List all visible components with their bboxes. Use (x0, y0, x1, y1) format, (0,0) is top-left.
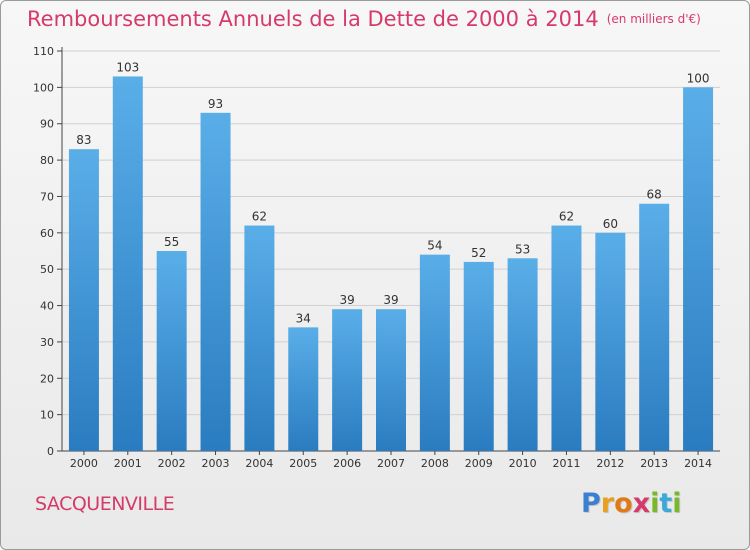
bar (200, 112, 231, 452)
data-label: 39 (383, 293, 398, 307)
bar (551, 225, 582, 451)
x-tick-label: 2011 (552, 457, 580, 470)
bar (419, 254, 450, 451)
data-label: 52 (471, 246, 486, 260)
x-tick-label: 2003 (202, 457, 230, 470)
y-tick-label: 80 (40, 154, 54, 167)
bar (683, 87, 714, 451)
x-tick-label: 2004 (245, 457, 273, 470)
data-label: 53 (515, 242, 530, 256)
data-label: 39 (339, 293, 354, 307)
y-tick-label: 0 (47, 445, 54, 458)
logo-letter: x (632, 488, 651, 519)
y-tick-label: 10 (40, 409, 54, 422)
x-tick-label: 2010 (509, 457, 537, 470)
data-label: 62 (252, 210, 267, 224)
bar (463, 261, 494, 451)
proxiti-logo: Proxiti (581, 488, 682, 519)
data-label: 100 (687, 71, 710, 85)
x-tick-label: 2002 (158, 457, 186, 470)
bar (639, 203, 670, 451)
logo-letter: o (614, 488, 633, 519)
x-tick-label: 2000 (70, 457, 98, 470)
chart-unit: (en milliers d'€) (606, 12, 701, 26)
x-tick-label: 2012 (596, 457, 624, 470)
bar (112, 76, 143, 452)
y-tick-label: 70 (40, 190, 54, 203)
logo-letter: i (650, 488, 660, 519)
logo-letter: r (600, 488, 615, 519)
y-tick-label: 90 (40, 118, 54, 131)
data-label: 93 (208, 97, 223, 111)
y-tick-label: 30 (40, 336, 54, 349)
x-tick-label: 2008 (421, 457, 449, 470)
bar (288, 327, 319, 451)
x-tick-label: 2006 (333, 457, 361, 470)
x-tick-label: 2007 (377, 457, 405, 470)
y-tick-label: 40 (40, 300, 54, 313)
data-label: 83 (76, 133, 91, 147)
data-label: 34 (296, 311, 311, 325)
data-label: 103 (116, 60, 139, 74)
bars (68, 76, 714, 452)
x-tick-label: 2013 (640, 457, 668, 470)
labels: 0 10 20 30 40 50 60 70 80 90 100 110 2000 83 2001 103 20… (33, 45, 712, 470)
chart-title: Remboursements Annuels de la Dette de 20… (27, 7, 701, 31)
logo-letter: t (659, 488, 673, 519)
data-label: 62 (559, 210, 574, 224)
logo-letter: i (672, 488, 682, 519)
bar (376, 309, 406, 451)
y-tick-label: 60 (40, 227, 54, 240)
bar (68, 149, 99, 451)
x-tick-label: 2001 (114, 457, 142, 470)
bar (507, 258, 538, 451)
chart-title-text: Remboursements Annuels de la Dette de 20… (27, 7, 599, 31)
bar (156, 251, 187, 451)
y-tick-label: 110 (33, 45, 54, 58)
bar (332, 309, 363, 451)
x-tick-label: 2009 (465, 457, 493, 470)
bar (244, 225, 275, 451)
data-label: 60 (603, 217, 618, 231)
y-tick-label: 100 (33, 81, 54, 94)
y-tick-label: 50 (40, 263, 54, 276)
y-tick-label: 20 (40, 372, 54, 385)
x-tick-label: 2014 (684, 457, 712, 470)
logo-letter: P (581, 488, 601, 519)
x-tick-label: 2005 (289, 457, 317, 470)
data-label: 54 (427, 239, 442, 253)
data-label: 68 (647, 188, 662, 202)
data-label: 55 (164, 235, 179, 249)
bar (595, 232, 626, 451)
region-name: SACQUENVILLE (35, 493, 175, 515)
